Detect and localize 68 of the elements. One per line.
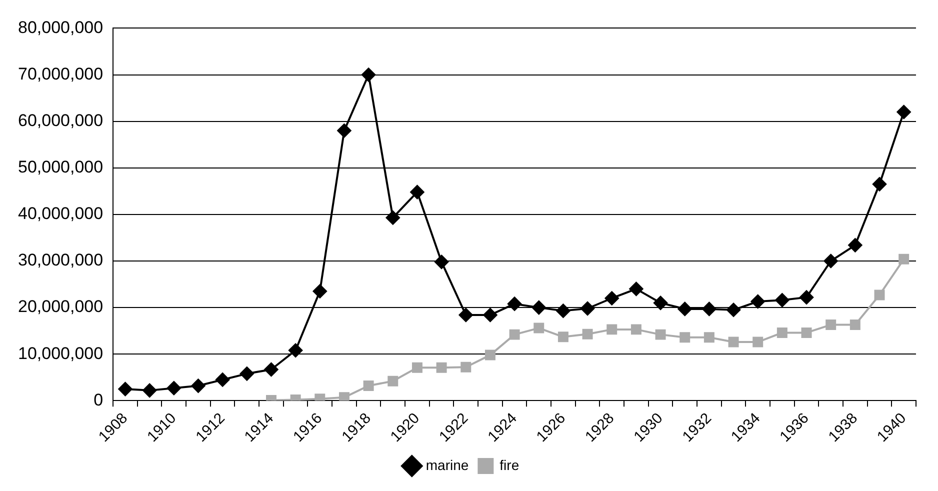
point	[434, 254, 449, 269]
point	[458, 308, 473, 322]
legend-label: marine	[426, 456, 469, 473]
y-tick-label: 50,000,000	[18, 158, 104, 177]
y-tick-label: 0	[94, 390, 104, 410]
point	[678, 302, 692, 316]
y-tick-label: 80,000,000	[18, 18, 104, 37]
point	[509, 329, 520, 340]
point	[118, 382, 132, 396]
point	[726, 302, 741, 317]
point	[898, 254, 910, 264]
point	[680, 332, 690, 343]
y-tick-label: 10,000,000	[18, 344, 104, 363]
point	[288, 343, 303, 358]
point	[338, 392, 350, 401]
point	[872, 177, 887, 192]
point	[264, 362, 278, 376]
point	[750, 294, 765, 309]
point	[874, 290, 885, 300]
y-tick-label: 70,000,000	[18, 64, 104, 84]
point	[848, 238, 862, 252]
point	[630, 324, 642, 335]
point	[312, 284, 327, 298]
point	[166, 381, 181, 396]
y-tick-label: 60,000,000	[18, 111, 104, 130]
point	[191, 378, 206, 393]
point	[142, 383, 157, 398]
point	[558, 332, 568, 342]
point	[702, 302, 716, 316]
point	[850, 320, 860, 330]
point	[483, 308, 498, 322]
point	[655, 329, 666, 340]
y-tick-label: 40,000,000	[18, 204, 104, 224]
point	[606, 324, 618, 335]
point	[532, 300, 546, 315]
point	[337, 124, 352, 138]
point	[824, 254, 838, 268]
point	[775, 293, 790, 308]
point	[412, 362, 422, 373]
point	[410, 185, 424, 200]
point	[801, 327, 812, 338]
point	[704, 332, 714, 343]
point	[800, 290, 814, 304]
point	[752, 336, 764, 348]
point	[896, 105, 911, 120]
point	[386, 210, 400, 225]
y-tick-label: 30,000,000	[18, 250, 104, 270]
legend-label: fire	[500, 456, 520, 473]
point	[484, 350, 496, 360]
point	[388, 376, 398, 386]
point	[604, 291, 619, 306]
point	[363, 380, 374, 392]
point	[728, 336, 739, 348]
point	[556, 304, 570, 318]
point	[240, 366, 254, 381]
point	[580, 301, 595, 316]
point	[826, 320, 836, 330]
point	[776, 327, 788, 338]
point	[216, 372, 230, 387]
point	[460, 362, 472, 372]
y-tick-label: 20,000,000	[18, 297, 104, 316]
point	[654, 296, 668, 310]
point	[534, 322, 544, 334]
point	[436, 362, 447, 373]
point	[508, 296, 522, 311]
point	[582, 328, 593, 340]
point	[629, 282, 644, 296]
point	[362, 68, 376, 82]
